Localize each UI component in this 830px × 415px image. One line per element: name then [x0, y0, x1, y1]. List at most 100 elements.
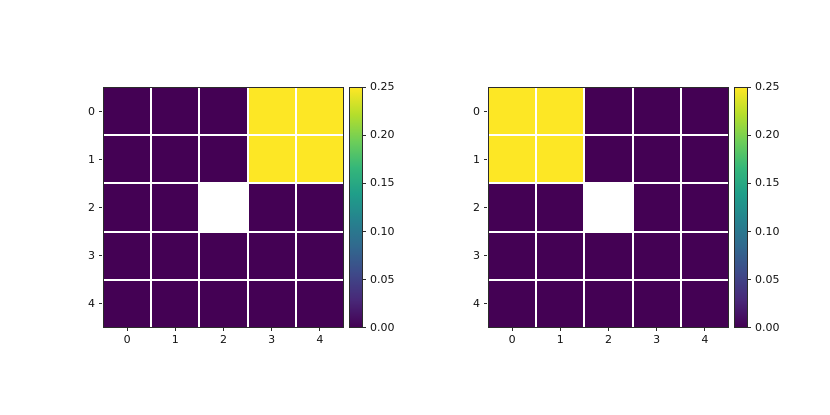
tick-mark	[559, 328, 561, 331]
tick-mark	[99, 303, 102, 305]
tick-mark	[99, 255, 102, 257]
heatmap-subplot-left: 0 1 2 3 4 0 1 2 3 4 0.00 0.05 0.10 0.15 0.20 0.25	[88, 81, 403, 367]
heatmap-cell	[489, 88, 536, 135]
x-axis-tick-marks	[103, 328, 344, 331]
x-axis-tick-labels: 0 1 2 3 4	[103, 333, 344, 347]
tick-mark	[748, 327, 751, 328]
x-tick-label: 1	[556, 333, 564, 346]
heatmap-cell	[633, 88, 680, 135]
heatmap-cell	[633, 280, 680, 327]
heatmap-cell	[248, 136, 295, 183]
heatmap-cell	[104, 232, 151, 279]
colorbar	[349, 87, 363, 328]
x-tick-label: 1	[171, 333, 179, 346]
x-axis-tick-labels: 0 1 2 3 4	[488, 333, 729, 347]
colorbar-tick-label: 0.20	[755, 128, 780, 142]
heatmap-cell	[296, 136, 343, 183]
heatmap-cell	[200, 88, 247, 135]
x-tick-label: 3	[653, 333, 661, 346]
colorbar-tick-label: 0.15	[370, 176, 395, 190]
tick-mark	[748, 231, 751, 232]
tick-mark	[363, 135, 366, 136]
x-tick-label: 0	[508, 333, 516, 346]
heatmap-cell	[200, 280, 247, 327]
heatmap-axes	[488, 87, 729, 328]
heatmap-cell	[200, 232, 247, 279]
heatmap-cell	[585, 136, 632, 183]
x-tick-label: 4	[701, 333, 709, 346]
tick-mark	[484, 158, 487, 160]
heatmap-cell	[681, 280, 728, 327]
heatmap-cell	[248, 184, 295, 231]
colorbar-tick-label: 0.00	[370, 320, 395, 334]
heatmap-cell	[104, 88, 151, 135]
colorbar-tick-marks	[363, 87, 366, 328]
y-tick-label: 2	[473, 200, 480, 214]
tick-mark	[363, 183, 366, 184]
y-axis-tick-marks	[484, 87, 487, 328]
tick-mark	[363, 87, 366, 88]
colorbar-tick-label: 0.20	[370, 128, 395, 142]
x-axis-tick-marks	[488, 328, 729, 331]
y-tick-label: 1	[88, 152, 95, 166]
x-tick-label: 0	[123, 333, 131, 346]
colorbar-tick-marks	[748, 87, 751, 328]
tick-mark	[363, 327, 366, 328]
y-axis-tick-marks	[99, 87, 102, 328]
heatmap-cell	[585, 88, 632, 135]
tick-mark	[363, 279, 366, 280]
tick-mark	[748, 135, 751, 136]
tick-mark	[704, 328, 706, 331]
heatmap-cell	[296, 280, 343, 327]
colorbar-tick-label: 0.00	[755, 320, 780, 334]
heatmap-cell	[681, 88, 728, 135]
colorbar-tick-label: 0.05	[755, 272, 780, 286]
tick-mark	[363, 231, 366, 232]
tick-mark	[748, 183, 751, 184]
y-axis-tick-labels: 0 1 2 3 4	[440, 87, 480, 328]
heatmap-cell	[633, 232, 680, 279]
y-tick-label: 3	[88, 249, 95, 263]
masked-cell	[585, 184, 632, 231]
colorbar-tick-labels: 0.00 0.05 0.10 0.15 0.20 0.25	[755, 81, 789, 334]
heatmap-cell	[537, 280, 584, 327]
heatmap-cell	[537, 88, 584, 135]
tick-mark	[484, 303, 487, 305]
heatmap-cell	[585, 232, 632, 279]
heatmap-cell	[681, 136, 728, 183]
heatmap-cell	[200, 136, 247, 183]
heatmap-cell	[152, 232, 199, 279]
x-tick-label: 3	[268, 333, 276, 346]
heatmap-cell	[152, 88, 199, 135]
heatmap-cell	[537, 184, 584, 231]
y-tick-label: 4	[88, 297, 95, 311]
y-tick-label: 3	[473, 249, 480, 263]
heatmap-cell	[152, 184, 199, 231]
colorbar-tick-label: 0.15	[755, 176, 780, 190]
x-tick-label: 2	[604, 333, 612, 346]
y-tick-label: 2	[88, 200, 95, 214]
heatmap-cell	[585, 280, 632, 327]
y-axis-tick-labels: 0 1 2 3 4	[55, 87, 95, 328]
masked-cell	[200, 184, 247, 231]
tick-mark	[222, 328, 224, 331]
colorbar-tick-label: 0.25	[755, 80, 780, 93]
heatmap-cell	[296, 184, 343, 231]
y-tick-label: 1	[473, 152, 480, 166]
tick-mark	[511, 328, 513, 331]
heatmap-cell	[681, 232, 728, 279]
y-tick-label: 0	[473, 104, 480, 118]
heatmap-cell	[152, 136, 199, 183]
heatmap-axes	[103, 87, 344, 328]
heatmap-cell	[104, 136, 151, 183]
tick-mark	[748, 279, 751, 280]
heatmap-cell	[537, 232, 584, 279]
tick-mark	[607, 328, 609, 331]
y-tick-label: 0	[88, 104, 95, 118]
tick-mark	[484, 110, 487, 112]
tick-mark	[174, 328, 176, 331]
tick-mark	[99, 110, 102, 112]
x-tick-label: 2	[219, 333, 227, 346]
heatmap-cell	[633, 136, 680, 183]
